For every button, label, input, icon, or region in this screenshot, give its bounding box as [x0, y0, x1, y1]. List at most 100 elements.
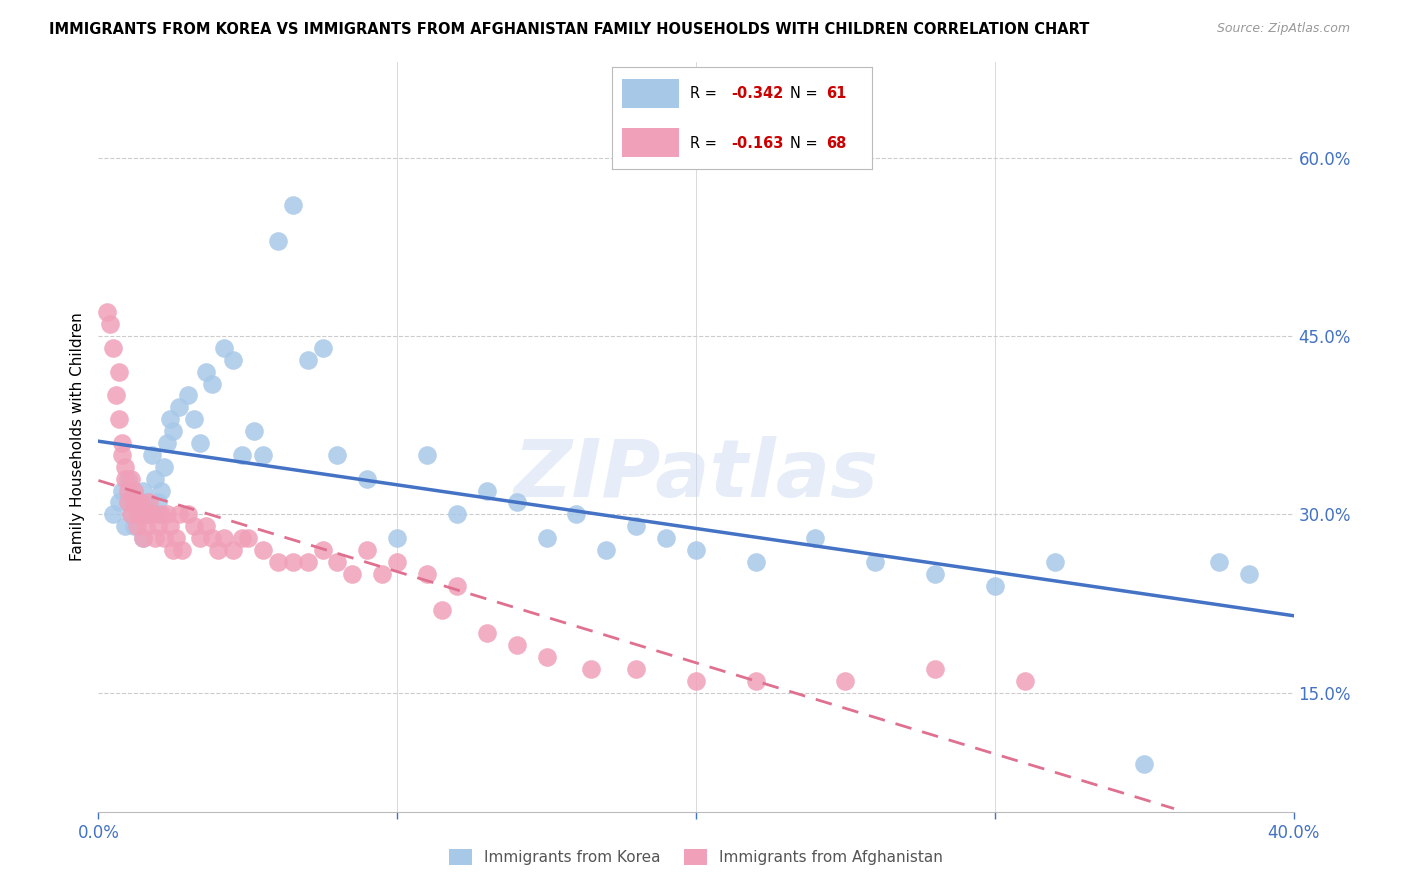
Point — [536, 650, 558, 665]
Point — [150, 508, 173, 522]
Text: ZIPatlas: ZIPatlas — [513, 435, 879, 514]
Point — [153, 459, 176, 474]
Point — [267, 234, 290, 248]
Point — [138, 495, 160, 509]
Point — [685, 673, 707, 688]
Point — [148, 495, 170, 509]
Text: R =: R = — [690, 86, 721, 101]
Point — [326, 448, 349, 462]
Point — [475, 626, 498, 640]
Point — [148, 519, 170, 533]
Point — [159, 412, 181, 426]
Point — [865, 555, 887, 569]
Point — [129, 508, 152, 522]
Point — [311, 543, 333, 558]
Point — [311, 341, 333, 355]
Point — [172, 543, 194, 558]
Point — [177, 388, 200, 402]
Point — [356, 472, 378, 486]
Point — [103, 341, 125, 355]
Point — [156, 436, 179, 450]
Point — [326, 555, 349, 569]
Point — [1043, 555, 1066, 569]
Point — [446, 579, 468, 593]
Point — [111, 448, 134, 462]
Text: N =: N = — [790, 86, 823, 101]
Point — [745, 673, 768, 688]
Point — [212, 341, 235, 355]
Point — [96, 305, 118, 319]
Point — [236, 531, 259, 545]
Point — [371, 566, 394, 581]
Point — [105, 388, 128, 402]
Point — [103, 508, 125, 522]
Point — [132, 508, 155, 522]
Point — [297, 352, 319, 367]
Point — [416, 566, 439, 581]
Point — [117, 495, 139, 509]
Point — [195, 365, 218, 379]
Point — [117, 495, 139, 509]
Point — [124, 519, 146, 533]
Point — [143, 531, 166, 545]
Point — [132, 531, 155, 545]
Point — [114, 472, 136, 486]
Point — [267, 555, 290, 569]
Point — [120, 508, 142, 522]
Point — [124, 483, 146, 498]
Point — [135, 508, 157, 522]
Point — [595, 543, 617, 558]
Point — [132, 483, 155, 498]
Point — [626, 662, 648, 676]
Point — [188, 531, 211, 545]
Point — [127, 495, 149, 509]
Point — [207, 543, 229, 558]
Point — [188, 436, 211, 450]
Text: -0.342: -0.342 — [731, 86, 783, 101]
Point — [114, 459, 136, 474]
Point — [506, 638, 529, 652]
Point — [506, 495, 529, 509]
Point — [475, 483, 498, 498]
Point — [129, 495, 152, 509]
Point — [1014, 673, 1036, 688]
Text: N =: N = — [790, 136, 823, 151]
Text: R =: R = — [690, 136, 721, 151]
Point — [581, 662, 603, 676]
Point — [167, 401, 190, 415]
Point — [108, 412, 131, 426]
Point — [243, 424, 266, 438]
Point — [984, 579, 1007, 593]
Point — [342, 566, 364, 581]
Point — [834, 673, 856, 688]
Point — [231, 448, 253, 462]
Point — [626, 519, 648, 533]
Point — [183, 519, 205, 533]
Point — [143, 472, 166, 486]
Point — [385, 531, 409, 545]
Point — [924, 662, 946, 676]
Point — [924, 566, 946, 581]
Point — [446, 508, 468, 522]
Point — [177, 508, 200, 522]
Point — [356, 543, 378, 558]
Point — [117, 483, 139, 498]
Point — [252, 543, 274, 558]
Point — [156, 508, 179, 522]
Point — [212, 531, 235, 545]
Point — [120, 508, 142, 522]
Point — [804, 531, 827, 545]
Point — [655, 531, 678, 545]
Point — [281, 198, 304, 212]
Point — [111, 436, 134, 450]
Point — [297, 555, 319, 569]
Point — [135, 519, 157, 533]
Bar — [621, 79, 679, 108]
Point — [124, 495, 146, 509]
Y-axis label: Family Households with Children: Family Households with Children — [69, 313, 84, 561]
Bar — [621, 128, 679, 157]
Point — [127, 508, 149, 522]
Point — [385, 555, 409, 569]
Point — [183, 412, 205, 426]
Point — [745, 555, 768, 569]
